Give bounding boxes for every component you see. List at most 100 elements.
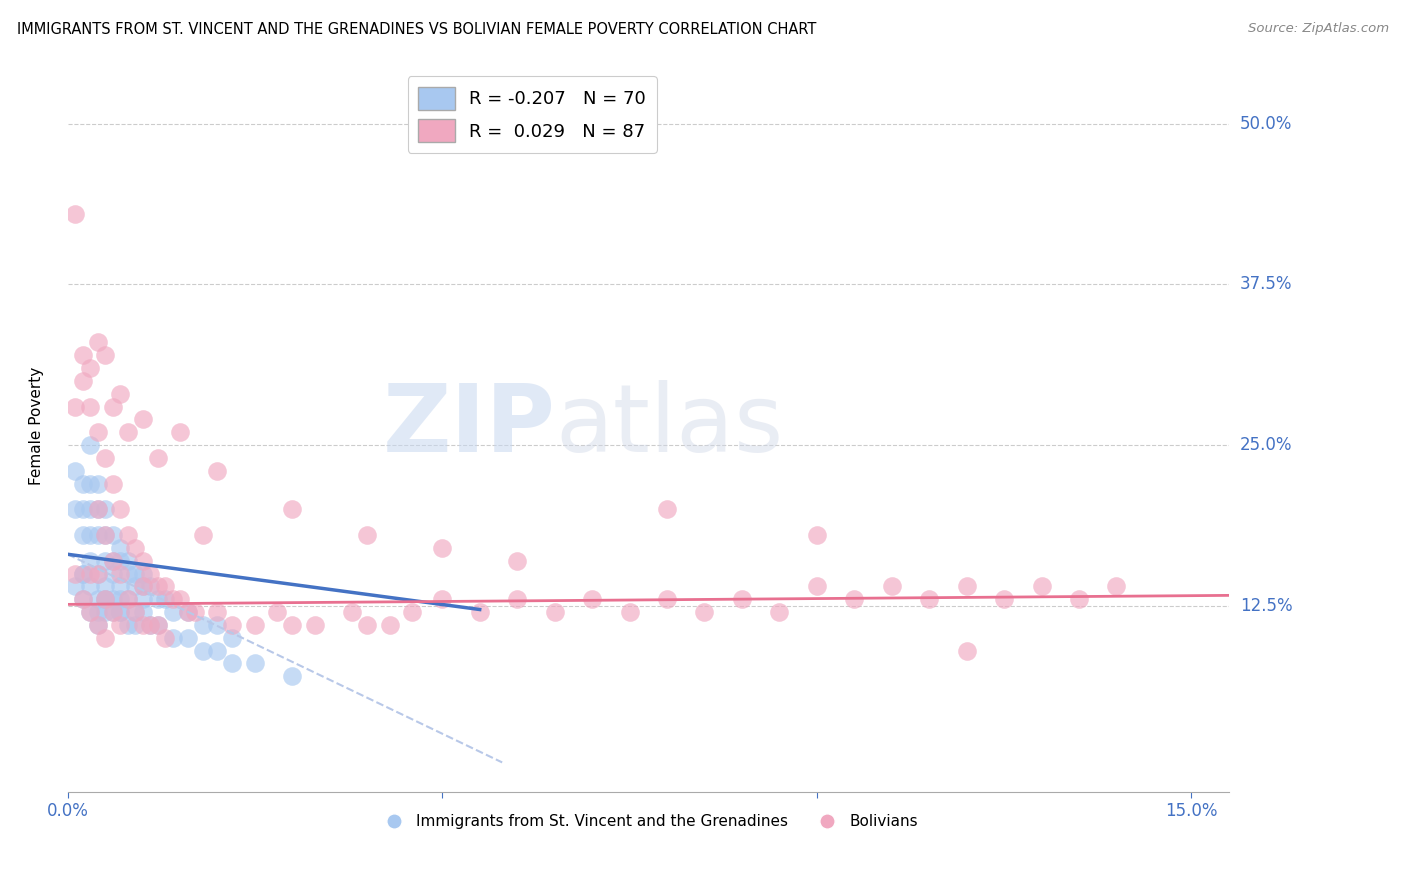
Point: [581, 592, 603, 607]
Point: [79, 605, 101, 619]
Point: [139, 566, 162, 581]
Point: [72, 566, 94, 581]
Point: [468, 605, 491, 619]
Text: 25.0%: 25.0%: [1240, 436, 1292, 454]
Point: [432, 592, 454, 607]
Point: [731, 592, 754, 607]
Point: [94, 579, 117, 593]
Point: [266, 605, 288, 619]
Point: [342, 605, 364, 619]
Point: [162, 592, 184, 607]
Point: [162, 631, 184, 645]
Point: [79, 476, 101, 491]
Point: [117, 554, 139, 568]
Point: [117, 592, 139, 607]
Point: [169, 592, 191, 607]
Point: [108, 579, 131, 593]
Point: [63, 207, 86, 221]
Point: [221, 657, 243, 671]
Point: [63, 464, 86, 478]
Point: [176, 605, 198, 619]
Point: [880, 579, 903, 593]
Point: [86, 566, 108, 581]
Point: [131, 605, 153, 619]
Y-axis label: Female Poverty: Female Poverty: [30, 367, 44, 485]
Point: [72, 476, 94, 491]
Point: [506, 592, 529, 607]
Point: [207, 643, 229, 657]
Point: [1067, 592, 1090, 607]
Point: [139, 579, 162, 593]
Point: [131, 412, 153, 426]
Point: [207, 464, 229, 478]
Point: [94, 592, 117, 607]
Text: atlas: atlas: [555, 380, 783, 472]
Point: [79, 566, 101, 581]
Point: [108, 554, 131, 568]
Point: [86, 618, 108, 632]
Point: [176, 631, 198, 645]
Point: [124, 566, 146, 581]
Point: [139, 618, 162, 632]
Point: [131, 554, 153, 568]
Point: [117, 618, 139, 632]
Point: [72, 528, 94, 542]
Point: [806, 528, 828, 542]
Point: [72, 566, 94, 581]
Point: [108, 605, 131, 619]
Point: [86, 425, 108, 440]
Point: [79, 528, 101, 542]
Text: IMMIGRANTS FROM ST. VINCENT AND THE GRENADINES VS BOLIVIAN FEMALE POVERTY CORREL: IMMIGRANTS FROM ST. VINCENT AND THE GREN…: [17, 22, 817, 37]
Point: [207, 605, 229, 619]
Point: [131, 592, 153, 607]
Point: [207, 618, 229, 632]
Point: [768, 605, 790, 619]
Point: [169, 425, 191, 440]
Point: [79, 361, 101, 376]
Point: [543, 605, 565, 619]
Point: [63, 566, 86, 581]
Point: [693, 605, 716, 619]
Point: [79, 579, 101, 593]
Point: [101, 605, 124, 619]
Point: [86, 528, 108, 542]
Point: [72, 502, 94, 516]
Point: [117, 592, 139, 607]
Point: [153, 631, 176, 645]
Point: [146, 618, 169, 632]
Point: [63, 400, 86, 414]
Point: [956, 579, 979, 593]
Point: [1105, 579, 1128, 593]
Point: [356, 618, 378, 632]
Point: [176, 605, 198, 619]
Point: [94, 631, 117, 645]
Point: [86, 502, 108, 516]
Point: [281, 669, 304, 683]
Point: [432, 541, 454, 555]
Point: [79, 438, 101, 452]
Point: [146, 450, 169, 465]
Point: [124, 605, 146, 619]
Point: [117, 425, 139, 440]
Point: [86, 566, 108, 581]
Point: [94, 592, 117, 607]
Point: [101, 566, 124, 581]
Point: [108, 605, 131, 619]
Text: 37.5%: 37.5%: [1240, 276, 1292, 293]
Point: [72, 374, 94, 388]
Point: [131, 618, 153, 632]
Point: [281, 618, 304, 632]
Point: [124, 605, 146, 619]
Text: 12.5%: 12.5%: [1240, 597, 1292, 615]
Point: [72, 348, 94, 362]
Point: [101, 400, 124, 414]
Point: [281, 502, 304, 516]
Point: [101, 605, 124, 619]
Point: [79, 554, 101, 568]
Point: [94, 554, 117, 568]
Point: [356, 528, 378, 542]
Point: [63, 502, 86, 516]
Point: [86, 605, 108, 619]
Text: 50.0%: 50.0%: [1240, 115, 1292, 133]
Point: [124, 618, 146, 632]
